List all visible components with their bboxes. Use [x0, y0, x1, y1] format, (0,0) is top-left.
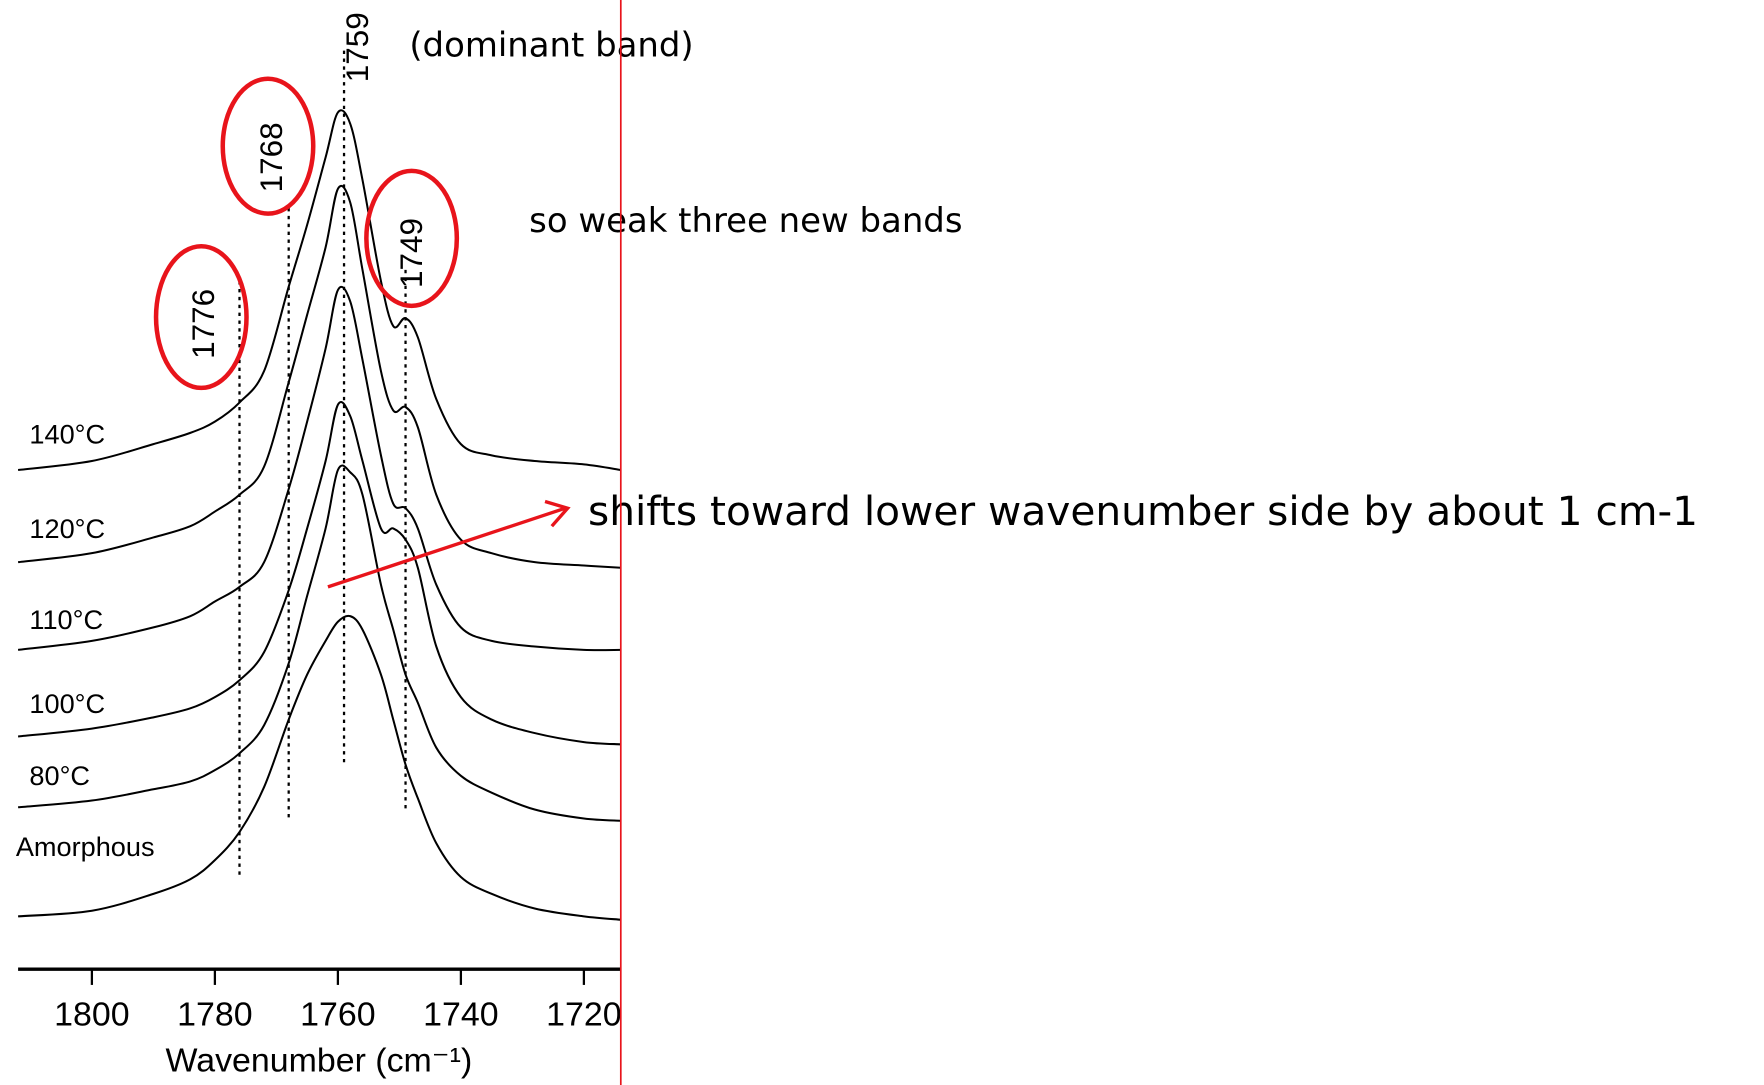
series-label: 140°C: [29, 419, 105, 449]
series-label: 110°C: [29, 605, 103, 635]
spectrum-line: [18, 614, 621, 921]
spectrum-line: [17, 464, 621, 822]
series-label: 120°C: [29, 514, 105, 544]
band-label: 1759: [339, 12, 375, 82]
spectrum-line: [17, 285, 621, 652]
x-axis-label: Wavenumber (cm⁻¹): [165, 1042, 472, 1080]
series-label: 100°C: [29, 689, 105, 719]
annotation: so weak three new bands: [529, 201, 962, 240]
spectrum-line: [17, 401, 621, 746]
band-label: 1749: [393, 218, 429, 288]
arrow-head: [544, 499, 571, 528]
x-tick-label: 1720: [546, 995, 621, 1033]
x-tick-label: 1760: [300, 995, 375, 1033]
series-label: Amorphous: [16, 832, 155, 862]
x-tick-label: 1780: [177, 995, 252, 1033]
spectrum-line: [17, 109, 621, 471]
series-label: 80°C: [29, 761, 90, 791]
band-label: 1776: [185, 289, 221, 359]
highlight-circle: [220, 76, 316, 216]
band-label: 1768: [253, 122, 289, 192]
x-tick-label: 1800: [54, 995, 129, 1033]
x-tick-label: 1740: [423, 995, 498, 1033]
highlight-circle: [153, 243, 249, 391]
annotation: (dominant band): [409, 26, 693, 65]
highlight-circle: [364, 168, 460, 309]
annotation: shifts toward lower wavenumber side by a…: [588, 487, 1698, 535]
arrow-shaft: [327, 506, 566, 589]
